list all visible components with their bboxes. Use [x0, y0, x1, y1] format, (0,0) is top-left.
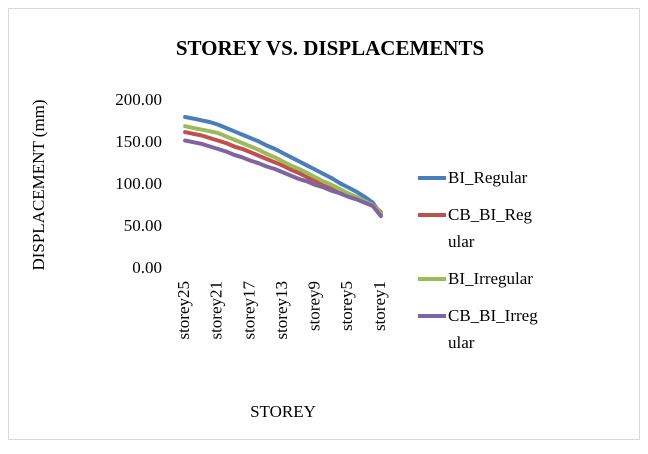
x-tick-label: storey5	[337, 281, 356, 331]
series-line	[183, 138, 383, 219]
legend-entry: BI_Irregular	[418, 265, 540, 292]
y-tick-label: 50.00	[124, 216, 162, 235]
x-tick-label: storey25	[174, 281, 193, 340]
legend-label: BI_Regular	[448, 168, 528, 187]
x-axis-label: STOREY	[250, 402, 316, 421]
chart-frame	[8, 8, 640, 440]
y-tick-label: 100.00	[115, 174, 162, 193]
y-tick-label: 0.00	[132, 258, 162, 277]
y-tick-label: 200.00	[115, 90, 162, 109]
series-line	[183, 115, 383, 217]
legend-label: CB_BI_Regular	[448, 205, 533, 251]
legend-entry: CB_BI_Irregular	[418, 302, 540, 356]
x-tick-label: storey9	[305, 281, 324, 331]
x-tick-label: storey13	[272, 281, 291, 340]
x-tick-label: storey17	[239, 281, 258, 340]
x-tick-label: storey21	[207, 281, 226, 340]
legend-swatch	[418, 213, 446, 217]
x-tick-label: storey1	[370, 281, 389, 331]
series-line	[183, 124, 383, 215]
legend: BI_Regular CB_BI_Regular BI_Irregular CB_BI…	[418, 164, 628, 366]
legend-entry: CB_BI_Regular	[418, 201, 540, 255]
legend-entry: BI_Regular	[418, 164, 540, 191]
legend-label: BI_Irregular	[448, 269, 533, 288]
chart-title: STOREY VS. DISPLACEMENTS	[176, 36, 484, 60]
legend-swatch	[418, 277, 446, 281]
y-axis-label: DISPLACEMENT (mm)	[29, 99, 48, 270]
legend-swatch	[418, 314, 446, 318]
legend-label: CB_BI_Irregular	[448, 306, 538, 352]
y-tick-label: 150.00	[115, 132, 162, 151]
legend-swatch	[418, 176, 446, 180]
